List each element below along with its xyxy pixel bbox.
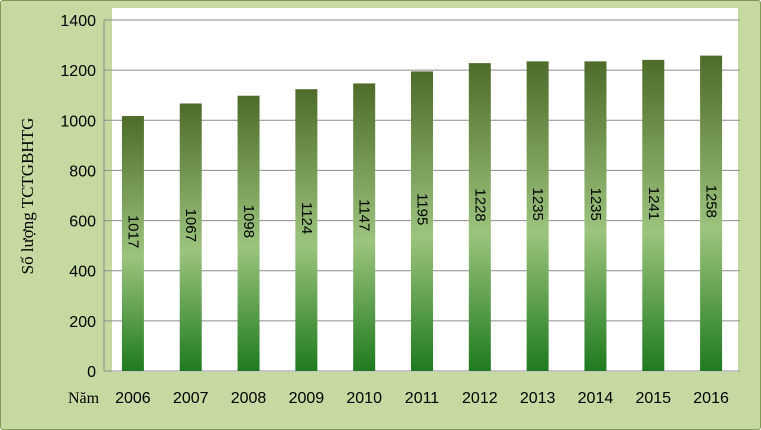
bar bbox=[353, 83, 376, 371]
data-label: 1017 bbox=[124, 215, 141, 248]
bar bbox=[700, 55, 723, 371]
bar bbox=[179, 103, 202, 371]
y-tick-label: 600 bbox=[69, 214, 96, 231]
data-label: 1124 bbox=[298, 202, 315, 234]
y-tick-label: 800 bbox=[69, 163, 96, 180]
x-axis-label: Năm bbox=[68, 390, 100, 407]
data-label: 1258 bbox=[703, 185, 720, 218]
x-tick-label: 2012 bbox=[462, 390, 498, 407]
y-tick-label: 400 bbox=[69, 264, 96, 281]
x-tick-label: 2013 bbox=[520, 390, 556, 407]
data-label: 1235 bbox=[587, 187, 604, 220]
data-label: 1195 bbox=[414, 193, 431, 225]
y-tick-label: 1000 bbox=[60, 113, 96, 130]
y-tick-label: 0 bbox=[87, 364, 96, 381]
x-tick-label: 2014 bbox=[578, 390, 614, 407]
y-tick-label: 1200 bbox=[60, 63, 96, 80]
y-tick-label: 200 bbox=[69, 314, 96, 331]
bar bbox=[526, 61, 549, 371]
bar bbox=[121, 116, 144, 371]
x-tick-label: 2011 bbox=[405, 390, 440, 407]
data-label: 1235 bbox=[529, 187, 546, 220]
y-tick-label: 1400 bbox=[60, 13, 96, 30]
bar bbox=[295, 89, 318, 371]
bar bbox=[468, 63, 491, 371]
bar bbox=[584, 61, 607, 371]
x-tick-label: 2016 bbox=[693, 390, 729, 407]
y-axis-label: Số lượng TCTGBHTG bbox=[18, 118, 37, 275]
data-label: 1067 bbox=[182, 209, 199, 242]
x-tick-label: 2015 bbox=[635, 390, 671, 407]
bar bbox=[411, 71, 433, 372]
x-tick-label: 2006 bbox=[115, 390, 151, 407]
bar bbox=[237, 95, 260, 372]
data-label: 1228 bbox=[471, 188, 488, 221]
data-label: 1147 bbox=[356, 199, 373, 231]
x-tick-label: 2008 bbox=[231, 390, 267, 407]
data-label: 1098 bbox=[240, 205, 257, 238]
x-tick-label: 2009 bbox=[289, 390, 325, 407]
bar bbox=[642, 59, 665, 371]
x-tick-label: 2010 bbox=[346, 390, 382, 407]
x-tick-label: 2007 bbox=[173, 390, 209, 407]
data-label: 1241 bbox=[645, 187, 662, 220]
